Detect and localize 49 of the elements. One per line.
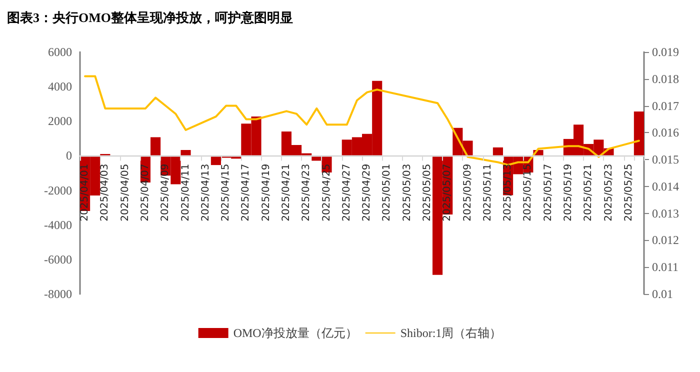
x-tick-label: 2025/04/13: [200, 164, 212, 222]
x-tick-label: 2025/05/01: [382, 164, 393, 222]
x-tick-label: 2025/05/19: [562, 164, 574, 222]
y2-tick-label: 0.019: [652, 45, 679, 59]
y2-tick-label: 0.015: [652, 152, 679, 167]
x-tick-label: 2025/04/19: [260, 164, 272, 222]
x-tick-label: 2025/04/01: [80, 164, 91, 222]
x-tick-label: 2025/04/21: [280, 164, 292, 222]
y2-tick-label: 0.01: [652, 287, 673, 301]
x-tick-label: 2025/04/27: [341, 164, 352, 222]
x-tick-label: 2025/04/15: [220, 164, 232, 222]
y-tick-label: -8000: [44, 287, 72, 301]
x-tick-label: 2025/05/25: [623, 164, 634, 222]
x-tick-label: 2025/05/23: [603, 164, 614, 222]
y2-tick-label: 0.012: [652, 233, 679, 248]
x-tick-label: 2025/04/29: [362, 164, 373, 222]
y-tick-label: -4000: [44, 218, 72, 232]
x-tick-label: 2025/05/07: [442, 164, 454, 222]
y-tick-label: -6000: [44, 252, 72, 266]
x-tick-label: 2025/04/07: [140, 164, 151, 222]
y2-tick-label: 0.017: [652, 98, 679, 113]
x-tick-label: 2025/04/11: [180, 164, 192, 222]
y2-tick-label: 0.011: [652, 260, 679, 274]
x-tick-label: 2025/04/05: [120, 164, 131, 222]
x-tick-label: 2025/05/05: [422, 164, 433, 222]
x-tick-label: 2025/05/09: [462, 164, 474, 222]
x-tick-label: 2025/04/17: [240, 164, 252, 222]
x-tick-label: 2025/04/09: [160, 164, 172, 222]
legend-label: Shibor:1周（右轴）: [400, 326, 502, 340]
x-tick-label: 2025/05/17: [542, 164, 554, 222]
x-tick-label: 2025/05/21: [583, 164, 594, 222]
x-tick-label: 2025/05/03: [402, 164, 413, 222]
y2-tick-label: 0.014: [652, 179, 679, 194]
y2-tick-label: 0.016: [652, 126, 679, 140]
y-tick-label: 6000: [48, 45, 72, 59]
y-tick-label: 2000: [48, 114, 72, 128]
x-tick-label: 2025/04/03: [100, 164, 111, 222]
chart-title: 图表3：央行OMO整体呈现净投放，呵护意图明显: [7, 10, 293, 25]
legend-label: OMO净投放量（亿元）: [233, 326, 358, 340]
x-tick-label: 2025/05/11: [482, 164, 494, 222]
y-tick-label: 0: [66, 148, 72, 163]
x-tick-label: 2025/04/25: [321, 164, 332, 222]
y-tick-label: 4000: [48, 80, 72, 94]
y-tick-label: -2000: [44, 183, 72, 198]
x-tick-label: 2025/05/13: [502, 164, 514, 222]
x-tick-label: 2025/04/23: [301, 164, 312, 222]
y2-tick-label: 0.013: [652, 206, 679, 220]
y2-tick-label: 0.018: [652, 72, 679, 86]
x-tick-label: 2025/05/15: [522, 164, 534, 222]
